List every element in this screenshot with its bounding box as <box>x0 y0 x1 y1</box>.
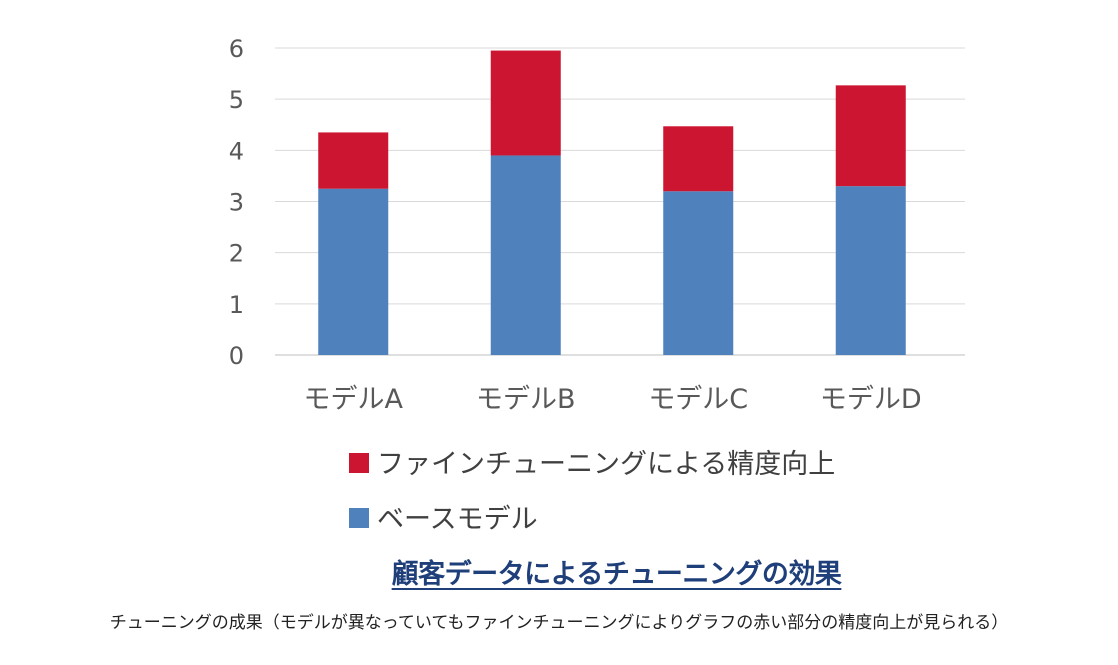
bar-base-1 <box>318 188 389 355</box>
x-category-label: モデルC <box>648 384 748 415</box>
y-tick-label: 3 <box>229 189 244 217</box>
y-tick-label: 0 <box>229 342 244 370</box>
y-tick-label: 2 <box>229 240 244 268</box>
bar-improvement-4 <box>835 85 906 187</box>
bar-improvement-1 <box>318 132 389 189</box>
bar-base-3 <box>663 191 734 355</box>
x-category-label: モデルD <box>820 384 922 415</box>
y-tick-label: 6 <box>229 35 244 63</box>
bar-base-2 <box>490 155 561 355</box>
bar-base-4 <box>835 186 906 355</box>
chart-title: 顧客データによるチューニングの効果 <box>391 559 842 590</box>
x-axis-category-labels: モデルA モデルB モデルC モデルD <box>304 384 922 415</box>
y-tick-label: 5 <box>229 86 244 114</box>
y-tick-label: 1 <box>229 291 244 319</box>
y-tick-label: 4 <box>229 137 244 165</box>
x-category-label: モデルB <box>476 384 576 415</box>
legend-swatch <box>349 508 369 528</box>
figure-caption: チューニングの成果（モデルが異なっていてもファインチューニングによりグラフの赤い… <box>109 613 1009 633</box>
legend-label: ベースモデル <box>377 504 538 535</box>
bar-improvement-3 <box>663 126 734 192</box>
x-category-label: モデルA <box>304 384 404 415</box>
bar-improvement-2 <box>490 50 561 156</box>
y-axis-tick-labels: 0 1 2 3 4 5 6 <box>229 35 244 370</box>
legend-swatch <box>349 453 369 473</box>
bars <box>318 50 906 355</box>
gridlines <box>275 47 965 356</box>
legend-label: ファインチューニングによる精度向上 <box>377 449 835 480</box>
